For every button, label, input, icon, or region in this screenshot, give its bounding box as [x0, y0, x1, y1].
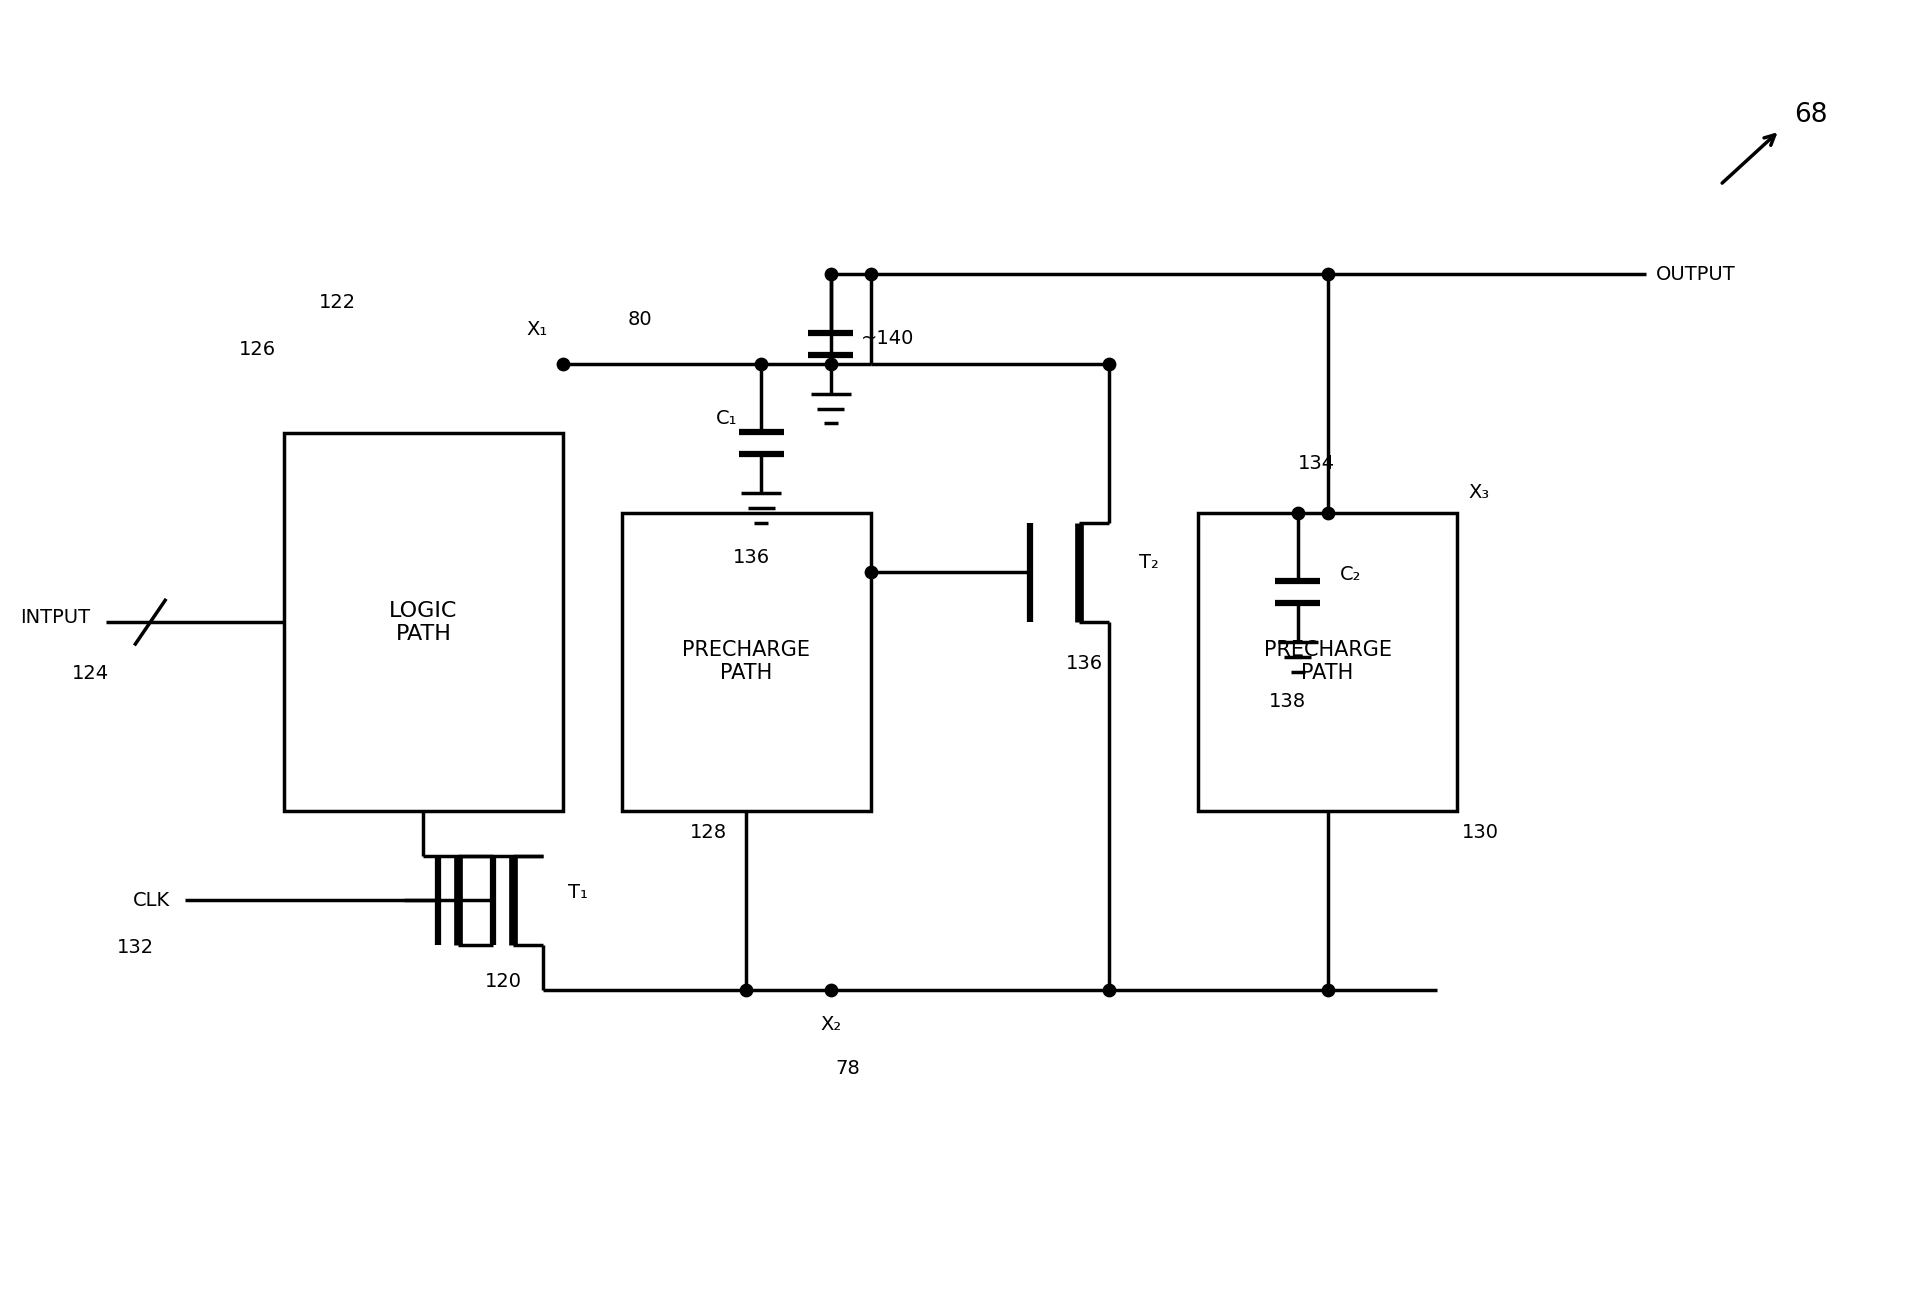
Point: [1311, 264, 1342, 284]
Point: [815, 264, 846, 284]
Point: [1094, 354, 1125, 375]
Point: [548, 354, 579, 375]
Point: [731, 979, 762, 1000]
Text: 126: 126: [238, 340, 277, 359]
Text: 80: 80: [627, 310, 652, 329]
Point: [815, 979, 846, 1000]
Text: 120: 120: [485, 972, 521, 991]
Text: X₂: X₂: [821, 1014, 842, 1034]
Text: LOGIC
PATH: LOGIC PATH: [388, 601, 458, 643]
Text: INTPUT: INTPUT: [21, 607, 90, 627]
Text: T₂: T₂: [1138, 553, 1160, 572]
Point: [1311, 979, 1342, 1000]
Text: ~140: ~140: [862, 329, 913, 349]
Text: 130: 130: [1461, 823, 1498, 842]
Point: [815, 354, 846, 375]
Text: 136: 136: [1065, 654, 1102, 673]
Point: [1094, 979, 1125, 1000]
Text: T₁: T₁: [567, 882, 587, 902]
Text: X₃: X₃: [1469, 483, 1490, 503]
Text: 136: 136: [733, 548, 769, 567]
Text: C₁: C₁: [715, 410, 737, 428]
Bar: [1198, 513, 1458, 811]
Point: [746, 354, 777, 375]
Bar: [285, 433, 563, 811]
Text: PRECHARGE
PATH: PRECHARGE PATH: [1263, 641, 1392, 683]
Text: C₂: C₂: [1340, 565, 1361, 584]
Bar: [623, 513, 871, 811]
Text: X₁: X₁: [527, 320, 548, 339]
Point: [856, 562, 887, 583]
Text: 138: 138: [1269, 691, 1306, 711]
Text: 134: 134: [1298, 453, 1335, 473]
Text: PRECHARGE
PATH: PRECHARGE PATH: [683, 641, 810, 683]
Text: OUTPUT: OUTPUT: [1656, 265, 1735, 284]
Point: [1283, 503, 1313, 523]
Text: 128: 128: [690, 823, 727, 842]
Point: [856, 264, 887, 284]
Text: 132: 132: [117, 938, 154, 957]
Text: 78: 78: [837, 1059, 862, 1079]
Text: 122: 122: [319, 293, 356, 313]
Text: CLK: CLK: [133, 891, 169, 910]
Text: 124: 124: [71, 664, 110, 683]
Point: [1311, 503, 1342, 523]
Text: 68: 68: [1794, 102, 1829, 128]
